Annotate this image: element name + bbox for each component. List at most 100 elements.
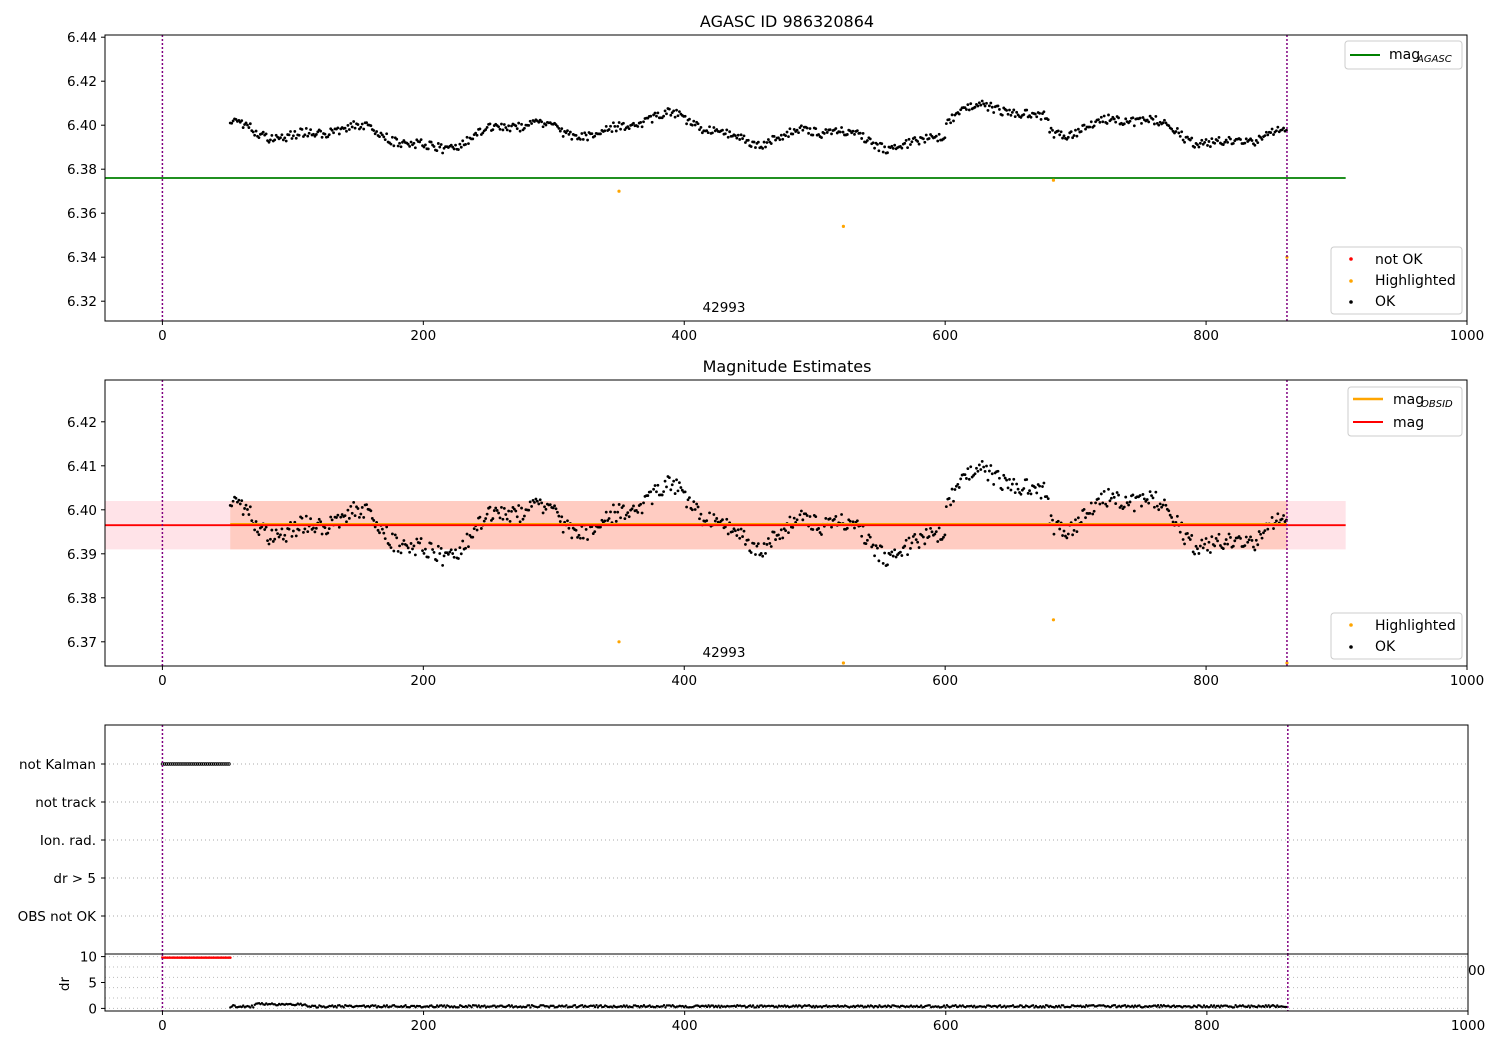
- ok-point: [1181, 138, 1185, 142]
- ok-point: [636, 510, 640, 514]
- panel1-title: AGASC ID 986320864: [700, 12, 874, 31]
- dr-point: [552, 1004, 555, 1008]
- ok-point: [768, 541, 772, 545]
- ok-point: [1115, 491, 1119, 494]
- ok-point: [1051, 518, 1054, 522]
- ok-point: [673, 492, 677, 495]
- ok-point: [1098, 502, 1102, 506]
- dr-point: [404, 1004, 407, 1007]
- ok-point: [791, 132, 795, 136]
- ok-point: [732, 527, 736, 531]
- ok-point: [316, 130, 320, 134]
- ok-point: [712, 513, 716, 516]
- ok-point: [457, 557, 460, 560]
- ok-point: [1213, 141, 1217, 145]
- ok-point: [1102, 489, 1106, 493]
- ok-point: [985, 101, 988, 105]
- ok-point: [855, 519, 859, 523]
- ok-point: [660, 493, 664, 497]
- ok-point: [507, 124, 511, 128]
- highlighted-point: [841, 661, 846, 665]
- ok-point: [692, 500, 696, 504]
- ok-point: [408, 145, 412, 148]
- ok-point: [749, 551, 753, 554]
- ok-point: [435, 559, 439, 563]
- ok-point: [735, 534, 739, 537]
- ok-point: [346, 123, 350, 127]
- ok-point: [577, 533, 581, 537]
- ok-point: [1019, 116, 1023, 119]
- legend-mag-agasc-subscript: AGASC: [1416, 54, 1452, 65]
- ok-point: [1217, 532, 1221, 536]
- ok-point: [1154, 490, 1158, 494]
- ok-point: [909, 143, 912, 146]
- ok-point: [429, 542, 433, 545]
- ok-point: [378, 531, 381, 535]
- ok-point: [474, 131, 478, 135]
- ok-point: [942, 535, 945, 539]
- ok-point: [1259, 136, 1263, 139]
- ok-point: [419, 138, 423, 141]
- ok-point: [1033, 486, 1037, 489]
- ok-point: [553, 504, 556, 508]
- ok-point: [693, 123, 697, 127]
- ok-point: [1058, 133, 1062, 137]
- ok-point: [731, 530, 734, 534]
- ok-point: [1075, 530, 1079, 533]
- ok-point: [464, 546, 467, 550]
- ok-point: [738, 536, 742, 540]
- ok-point: [1082, 123, 1086, 127]
- dr-point: [984, 1006, 987, 1009]
- ok-point: [1098, 120, 1102, 124]
- ok-point: [345, 129, 348, 133]
- ok-point: [788, 127, 792, 131]
- ok-point: [1226, 140, 1230, 144]
- ok-point: [521, 517, 525, 521]
- ok-point: [695, 502, 699, 506]
- ok-point: [1122, 122, 1126, 126]
- ok-point: [1174, 130, 1178, 133]
- ok-point: [965, 477, 968, 480]
- ok-point: [1250, 139, 1254, 142]
- ok-point: [1276, 125, 1280, 129]
- ok-point: [890, 550, 894, 554]
- ok-point: [959, 477, 963, 481]
- ok-point: [267, 140, 271, 144]
- ok-point: [735, 136, 739, 140]
- ok-point: [1151, 496, 1155, 500]
- ok-point: [246, 508, 249, 511]
- ok-point: [507, 509, 511, 513]
- ok-point: [1012, 477, 1016, 481]
- dr-point: [342, 1006, 345, 1009]
- ok-point: [764, 551, 767, 555]
- ok-point: [1000, 488, 1004, 492]
- ok-point: [535, 499, 539, 503]
- ok-point: [349, 122, 353, 125]
- ok-point: [1164, 503, 1168, 507]
- ok-point: [263, 528, 267, 531]
- ok-point: [1003, 476, 1007, 480]
- not-kalman-point: [188, 762, 192, 766]
- ok-point: [478, 515, 482, 519]
- dr-point: [233, 1004, 236, 1007]
- ok-point: [1084, 127, 1087, 131]
- ok-point: [845, 526, 849, 530]
- ok-point: [405, 544, 409, 547]
- ok-point: [985, 464, 988, 468]
- ok-point: [1088, 125, 1092, 129]
- ok-point: [314, 133, 318, 136]
- ok-point: [871, 141, 875, 145]
- ok-point: [309, 517, 313, 521]
- ok-point: [1206, 144, 1209, 147]
- ok-point: [385, 525, 389, 529]
- ok-point: [373, 132, 377, 136]
- ok-point: [756, 140, 760, 144]
- ok-point: [1109, 496, 1113, 500]
- ok-point: [967, 477, 971, 481]
- ok-point: [250, 519, 254, 522]
- ok-point: [646, 494, 650, 497]
- ok-point: [733, 529, 737, 533]
- panel2-xtick-label: 200: [410, 673, 436, 689]
- ok-point: [1008, 477, 1011, 481]
- ok-point: [655, 114, 658, 118]
